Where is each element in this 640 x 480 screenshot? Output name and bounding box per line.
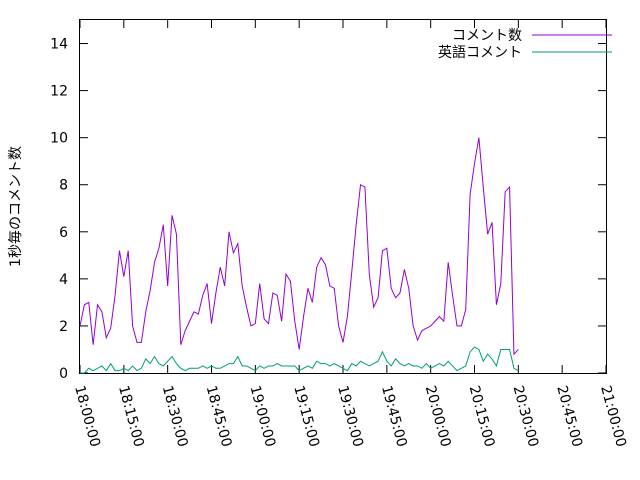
series-layer	[79, 137, 519, 374]
y-tick-label: 4	[59, 272, 68, 288]
legend-label-comments: コメント数	[452, 28, 522, 44]
y-tick-label: 14	[50, 37, 68, 53]
x-tick-label: 21:00:00	[597, 384, 629, 449]
y-tick-label: 6	[59, 225, 68, 241]
plot-area-frame	[79, 19, 607, 374]
x-tick-label: 19:00:00	[246, 384, 278, 449]
series-line-0	[79, 137, 519, 356]
x-tick-label: 19:45:00	[378, 384, 410, 449]
y-tick-label: 12	[50, 84, 68, 100]
x-tick-label: 20:45:00	[553, 384, 585, 449]
x-tick-label: 18:15:00	[115, 384, 147, 449]
x-tick-label: 19:15:00	[290, 384, 322, 449]
y-tick-label: 2	[59, 319, 68, 335]
x-axis: 18:00:00 18:15:00 18:30:00 18:45:00 19:00:00…	[71, 20, 629, 449]
y-tick-label: 0	[59, 366, 68, 382]
series-line-1	[80, 346, 519, 374]
y-tick-label: 10	[50, 131, 68, 147]
x-tick-label: 20:15:00	[466, 384, 498, 449]
x-tick-label: 19:30:00	[334, 384, 366, 449]
y-axis: 0 2 4 6 8 10 12 14	[50, 37, 606, 382]
y-tick-label: 8	[59, 178, 68, 194]
x-tick-label: 18:45:00	[203, 384, 235, 449]
legend-label-english-comments: 英語コメント	[438, 44, 522, 61]
legend: コメント数 英語コメント	[438, 28, 612, 61]
x-tick-label: 18:30:00	[159, 384, 191, 449]
x-tick-label: 20:00:00	[422, 384, 454, 449]
x-tick-label: 18:00:00	[71, 384, 103, 449]
x-tick-label: 20:30:00	[509, 384, 541, 449]
y-axis-label: 1秒毎のコメント数	[8, 146, 24, 267]
